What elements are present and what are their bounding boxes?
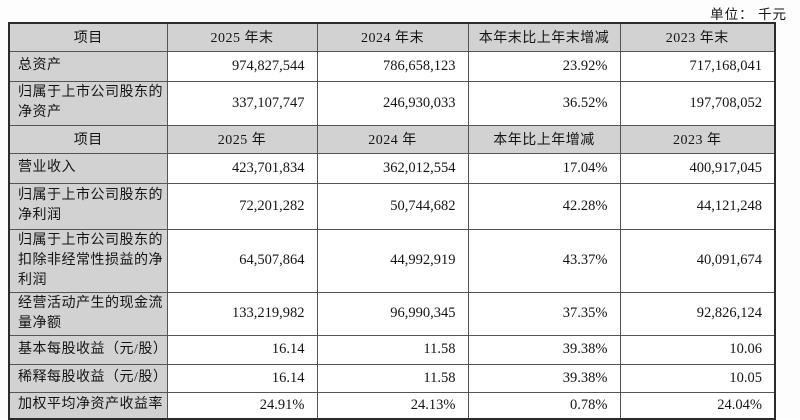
cell-value: 974,827,544	[166, 50, 318, 82]
cell-value: 16.14	[166, 363, 318, 393]
unit-label: 单位： 千元	[710, 7, 787, 22]
cell-value: 72,201,282	[166, 182, 318, 230]
row-label: 经营活动产生的现金流量净额	[8, 291, 168, 336]
cell-value: 24.13%	[316, 391, 469, 420]
column-header-2024-year: 2024 年	[316, 124, 469, 154]
column-header-item: 项目	[8, 124, 168, 154]
cell-value: 44,992,919	[316, 228, 469, 293]
cell-value: 64,507,864	[166, 228, 318, 293]
cell-value: 0.78%	[467, 391, 621, 420]
table-row-operating-cash-flow: 经营活动产生的现金流量净额 133,219,982 96,990,345 37.…	[8, 291, 776, 336]
row-label: 营业收入	[8, 152, 168, 184]
row-label: 归属于上市公司股东的扣除非经常性损益的净利润	[8, 228, 168, 293]
column-header-2024-year-end: 2024 年末	[316, 22, 469, 52]
column-header-yoy-change: 本年比上年增减	[467, 124, 621, 154]
table-row-net-profit-attributable: 归属于上市公司股东的净利润 72,201,282 50,744,682 42.2…	[8, 182, 776, 230]
cell-value: 43.37%	[467, 228, 621, 293]
cell-value: 39.38%	[467, 334, 621, 365]
cell-value: 16.14	[166, 334, 318, 365]
cell-value: 42.28%	[467, 182, 621, 230]
cell-value: 197,708,052	[619, 80, 776, 126]
table-row-diluted-eps: 稀释每股收益（元/股） 16.14 11.58 39.38% 10.05	[8, 363, 776, 393]
cell-value: 337,107,747	[166, 80, 318, 126]
income-header-row: 项目 2025 年 2024 年 本年比上年增减 2023 年	[8, 124, 776, 154]
cell-value: 44,121,248	[619, 182, 776, 230]
cell-value: 24.91%	[166, 391, 318, 420]
cell-value: 717,168,041	[619, 50, 776, 82]
cell-value: 96,990,345	[316, 291, 469, 336]
column-header-2023-year: 2023 年	[619, 124, 776, 154]
cell-value: 50,744,682	[316, 182, 469, 230]
cell-value: 24.04%	[619, 391, 776, 420]
cell-value: 423,701,834	[166, 152, 318, 184]
cell-value: 11.58	[316, 334, 469, 365]
cell-value: 400,917,045	[619, 152, 776, 184]
cell-value: 36.52%	[467, 80, 621, 126]
row-label: 稀释每股收益（元/股）	[8, 363, 168, 393]
cell-value: 17.04%	[467, 152, 621, 184]
column-header-2025-year: 2025 年	[166, 124, 318, 154]
table-row-net-assets-attributable: 归属于上市公司股东的净资产 337,107,747 246,930,033 36…	[8, 80, 776, 126]
table-row-revenue: 营业收入 423,701,834 362,012,554 17.04% 400,…	[8, 152, 776, 184]
cell-value: 92,826,124	[619, 291, 776, 336]
column-header-2023-year-end: 2023 年末	[619, 22, 776, 52]
column-header-item: 项目	[8, 22, 168, 52]
row-label: 归属于上市公司股东的净利润	[8, 182, 168, 230]
table-row-net-profit-deducting-non-recurring: 归属于上市公司股东的扣除非经常性损益的净利润 64,507,864 44,992…	[8, 228, 776, 293]
table-row-weighted-average-roe: 加权平均净资产收益率 24.91% 24.13% 0.78% 24.04%	[8, 391, 776, 420]
table-row-total-assets: 总资产 974,827,544 786,658,123 23.92% 717,1…	[8, 50, 776, 82]
cell-value: 10.05	[619, 363, 776, 393]
row-label: 归属于上市公司股东的净资产	[8, 80, 168, 126]
cell-value: 39.38%	[467, 363, 621, 393]
balance-header-row: 项目 2025 年末 2024 年末 本年末比上年末增减 2023 年末	[8, 22, 776, 52]
financial-summary-table: 项目 2025 年末 2024 年末 本年末比上年末增减 2023 年末 总资产…	[8, 22, 776, 420]
row-label: 总资产	[8, 50, 168, 82]
cell-value: 40,091,674	[619, 228, 776, 293]
table-row-basic-eps: 基本每股收益（元/股） 16.14 11.58 39.38% 10.06	[8, 334, 776, 365]
cell-value: 23.92%	[467, 50, 621, 82]
cell-value: 37.35%	[467, 291, 621, 336]
row-label: 加权平均净资产收益率	[8, 391, 168, 420]
cell-value: 133,219,982	[166, 291, 318, 336]
cell-value: 786,658,123	[316, 50, 469, 82]
cell-value: 246,930,033	[316, 80, 469, 126]
column-header-yoy-change-year-end: 本年末比上年末增减	[467, 22, 621, 52]
cell-value: 10.06	[619, 334, 776, 365]
cell-value: 362,012,554	[316, 152, 469, 184]
cell-value: 11.58	[316, 363, 469, 393]
row-label: 基本每股收益（元/股）	[8, 334, 168, 365]
column-header-2025-year-end: 2025 年末	[166, 22, 318, 52]
